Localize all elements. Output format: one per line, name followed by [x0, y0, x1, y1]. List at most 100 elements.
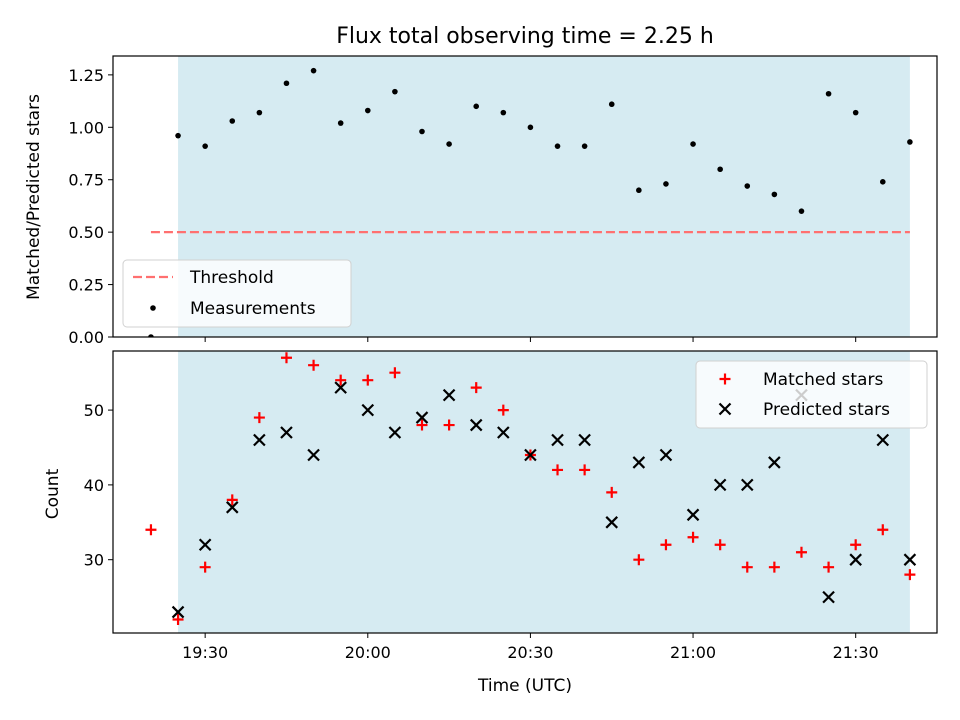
- matched-star-point: [660, 539, 672, 551]
- bottom-legend-box: [695, 360, 928, 429]
- top-axes-frame: [112, 55, 938, 338]
- matched-star-point: [497, 404, 509, 416]
- predicted-star-point: [280, 426, 293, 439]
- bottom-axes-frame: [112, 350, 938, 634]
- measurement-point: [907, 139, 913, 145]
- bottom-legend: Matched stars Predicted stars: [695, 360, 928, 429]
- matched-star-point: [606, 486, 618, 498]
- chart-title: Flux total observing time = 2.25 h: [336, 24, 714, 49]
- top-y-tick-label: 0.75: [68, 171, 104, 190]
- matched-star-point: [226, 494, 238, 506]
- matched-star-point: [714, 539, 726, 551]
- predicted-star-point: [469, 418, 483, 432]
- measurement-point: [608, 101, 615, 108]
- predicted-star-point: [578, 433, 591, 447]
- matched-star-point: [335, 374, 347, 386]
- measurement-point: [229, 118, 236, 124]
- legend-measurements-swatch: [150, 305, 156, 311]
- measurement-point: [879, 179, 886, 185]
- matched-star-point: [823, 561, 835, 573]
- x-tick-label: 21:30: [833, 643, 879, 662]
- predicted-star-point: [198, 538, 212, 552]
- bottom-y-tick-label: 40: [84, 476, 104, 495]
- predicted-star-point: [740, 478, 754, 492]
- legend-threshold-label: Threshold: [189, 268, 274, 288]
- bottom-y-tick-label: 50: [84, 401, 104, 420]
- measurement-point: [636, 187, 642, 194]
- x-tick-label: 20:00: [345, 643, 391, 662]
- matched-star-point: [416, 419, 428, 431]
- matched-star-point: [172, 614, 184, 626]
- measurement-point: [337, 120, 344, 126]
- measurement-point: [392, 88, 398, 95]
- matched-star-point: [280, 352, 292, 364]
- legend-measurements-label: Measurements: [190, 299, 316, 319]
- measurement-point: [500, 109, 507, 116]
- measurement-point: [825, 90, 832, 97]
- measurement-point: [581, 143, 588, 149]
- predicted-star-point: [849, 553, 862, 566]
- measurement-point: [364, 107, 371, 114]
- top-legend: Threshold Measurements: [122, 259, 352, 328]
- predicted-star-point: [713, 478, 727, 492]
- x-tick-label: 20:30: [507, 643, 553, 662]
- top-y-tick-label: 0.25: [68, 276, 104, 295]
- matched-star-point: [768, 561, 780, 573]
- measurement-point: [202, 143, 208, 149]
- matched-star-point: [552, 464, 564, 476]
- predicted-star-point: [442, 388, 456, 402]
- top-y-tick-label: 1.25: [68, 66, 104, 85]
- matched-star-point: [253, 412, 265, 424]
- predicted-star-point: [307, 448, 320, 462]
- measurement-point: [744, 183, 751, 189]
- predicted-star-point: [524, 448, 537, 462]
- top-legend-box: [122, 259, 352, 328]
- x-axis-label: Time (UTC): [477, 676, 572, 696]
- measurement-point: [554, 143, 561, 149]
- matched-star-point: [850, 539, 862, 551]
- measurement-point: [798, 208, 805, 214]
- matched-star-point: [308, 359, 320, 371]
- matched-star-point: [741, 561, 753, 573]
- predicted-star-point: [903, 553, 917, 566]
- matched-star-point: [199, 561, 211, 573]
- x-tick-label: 19:30: [182, 643, 228, 662]
- measurement-point: [256, 109, 263, 116]
- predicted-star-point: [768, 456, 781, 469]
- matched-star-point: [877, 524, 889, 536]
- predicted-star-point: [225, 501, 239, 514]
- measurement-point: [690, 141, 696, 147]
- predicted-star-point: [876, 433, 890, 447]
- matched-star-point: [443, 419, 455, 431]
- top-y-tick-label: 0.00: [68, 328, 104, 347]
- measurement-point: [771, 191, 778, 198]
- predicted-star-point: [253, 433, 266, 447]
- predicted-star-point: [605, 516, 619, 529]
- predicted-star-point: [361, 403, 375, 417]
- matched-star-point: [470, 382, 482, 394]
- bottom-ylabel: Count: [43, 468, 63, 519]
- predicted-star-point: [171, 605, 185, 619]
- legend-predicted-label: Predicted stars: [763, 400, 890, 420]
- matched-star-point: [687, 531, 699, 543]
- matched-star-point: [795, 546, 807, 558]
- measurement-point: [310, 67, 317, 74]
- top-ylabel: Matched/Predicted stars: [24, 94, 44, 300]
- measurement-point: [148, 334, 154, 337]
- top-y-tick-label: 0.50: [68, 223, 104, 242]
- bottom-plot-area: [145, 352, 917, 626]
- measurement-point: [419, 128, 425, 135]
- legend-matched-label: Matched stars: [763, 370, 883, 390]
- matched-star-point: [145, 524, 157, 536]
- matched-star-point: [362, 374, 374, 386]
- measurement-point: [283, 80, 290, 87]
- measurement-point: [717, 166, 723, 173]
- top-y-tick-label: 1.00: [68, 118, 104, 137]
- measurement-point: [852, 109, 859, 116]
- predicted-star-point: [497, 426, 510, 439]
- x-tick-label: 21:00: [670, 643, 716, 662]
- predicted-star-point: [388, 426, 402, 439]
- predicted-star-point: [822, 590, 835, 604]
- matched-star-point: [389, 367, 401, 379]
